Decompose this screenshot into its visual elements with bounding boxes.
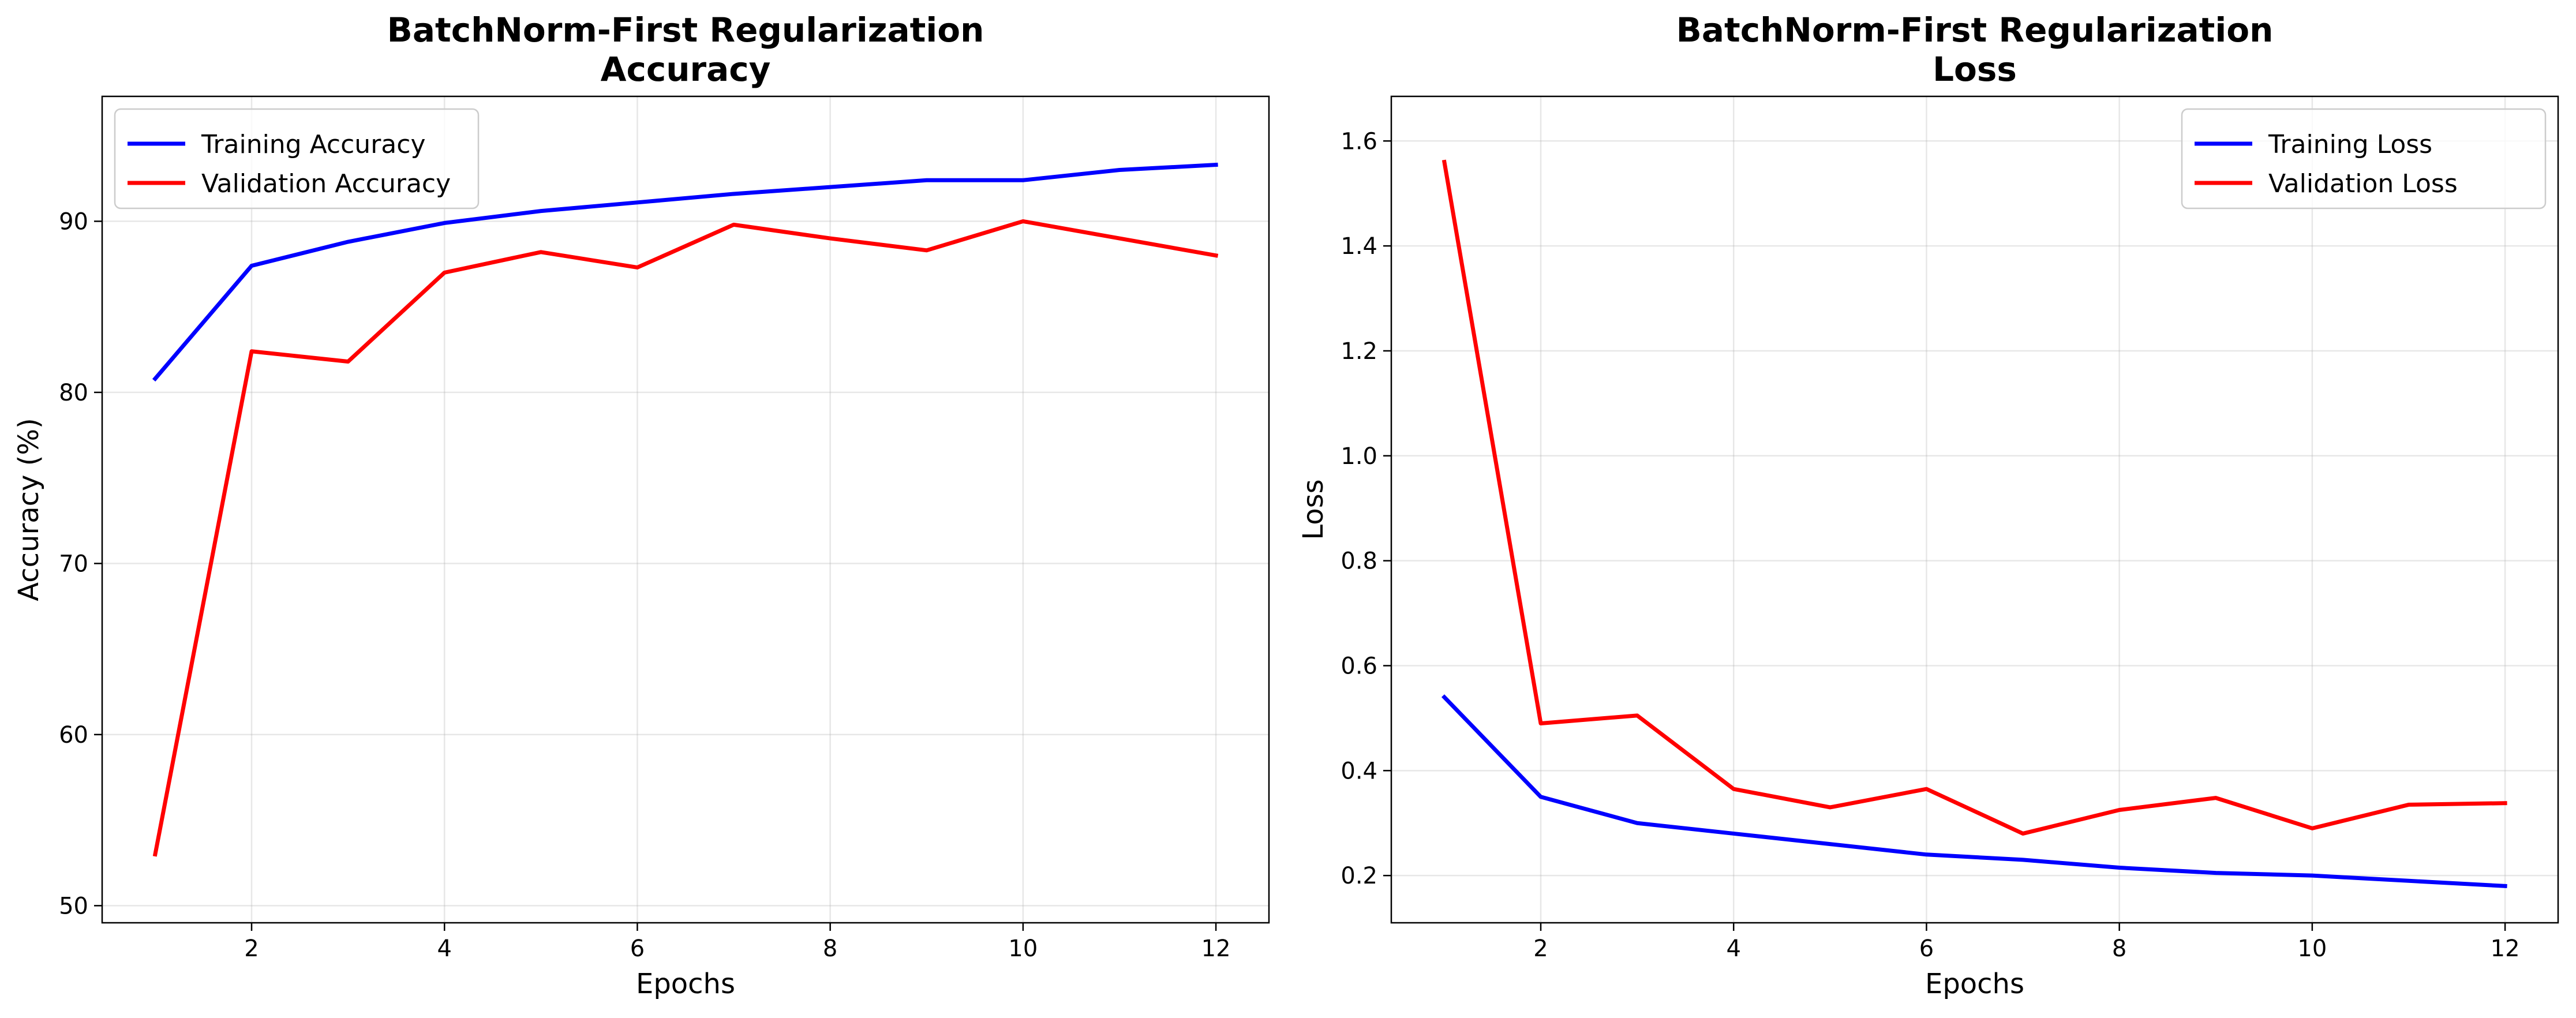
legend-label: Validation Loss: [2268, 169, 2458, 199]
x-tick-label: 6: [1919, 935, 1934, 962]
chart-panel-1: 2 4 6 8 10 12 50 60 70 80 90 Epochs Accuracy (%) Batc…: [13, 10, 1270, 1000]
series-line-validation-accuracy: [152, 219, 1219, 857]
legend: Training Loss Validation Loss: [2181, 108, 2547, 209]
y-tick-label: 0.8: [1341, 548, 1377, 575]
y-tick-label: 1.0: [1341, 443, 1377, 470]
plot-frame: [101, 95, 1270, 924]
legend: Training Accuracy Validation Accuracy: [114, 108, 480, 209]
legend-label: Validation Accuracy: [201, 169, 451, 199]
chart-panels: 2 4 6 8 10 12 50 60 70 80 90 Epochs Accuracy (%) Batc…: [13, 10, 2559, 1000]
x-tick-label: 2: [244, 935, 259, 962]
y-tick-label: 70: [59, 551, 88, 577]
y-tick-label: 80: [59, 380, 88, 406]
x-tick-label: 12: [2491, 935, 2520, 962]
x-tick-label: 10: [2297, 935, 2327, 962]
x-tick-label: 8: [2112, 935, 2126, 962]
x-tick-label: 12: [1201, 935, 1231, 962]
plot-area: [1391, 96, 2558, 923]
x-tick-label: 8: [823, 935, 837, 962]
y-axis-label: Loss: [1297, 479, 1330, 540]
y-tick-label: 0.6: [1341, 653, 1377, 679]
y-axis-label: Accuracy (%): [13, 418, 45, 601]
plot-frame: [1390, 95, 2559, 924]
x-tick-label: 2: [1533, 935, 1548, 962]
x-axis-label: Epochs: [636, 968, 735, 1000]
y-tick-label: 60: [59, 722, 88, 748]
grid: [1391, 96, 2558, 923]
chart-title-line-2: Loss: [1933, 50, 2017, 89]
x-tick-label: 6: [630, 935, 645, 962]
y-tick-label: 0.2: [1341, 863, 1377, 889]
chart-title-line-2: Accuracy: [601, 50, 771, 89]
chart-title-line-1: BatchNorm-First Regularization: [1676, 10, 2274, 50]
y-tick-label: 1.6: [1341, 128, 1377, 155]
series-line-validation-loss: [1441, 159, 2507, 836]
y-tick-label: 1.2: [1341, 338, 1377, 365]
chart-panel-2: 2 4 6 8 10 12 0.2 0.4 0.6 0.8 1.0 1.2 1.4 1.6 Epochs Lo…: [1297, 10, 2559, 1000]
y-tick-label: 1.4: [1341, 233, 1377, 260]
legend-label: Training Loss: [2268, 130, 2432, 159]
y-tick-label: 50: [59, 893, 88, 919]
y-tick-label: 90: [59, 208, 88, 235]
legend-frame: [114, 108, 480, 209]
chart-title-line-1: BatchNorm-First Regularization: [387, 10, 984, 50]
legend-label: Training Accuracy: [201, 130, 425, 159]
plot-area: [102, 96, 1269, 923]
grid: [102, 96, 1269, 923]
x-tick-label: 4: [1727, 935, 1741, 962]
x-axis-label: Epochs: [1925, 968, 2024, 1000]
series-line-training-accuracy: [152, 162, 1218, 382]
x-tick-label: 10: [1008, 935, 1038, 962]
y-tick-label: 0.4: [1341, 758, 1377, 784]
series-line-training-loss: [1441, 694, 2507, 889]
legend-frame: [2181, 108, 2547, 209]
x-tick-label: 4: [437, 935, 452, 962]
